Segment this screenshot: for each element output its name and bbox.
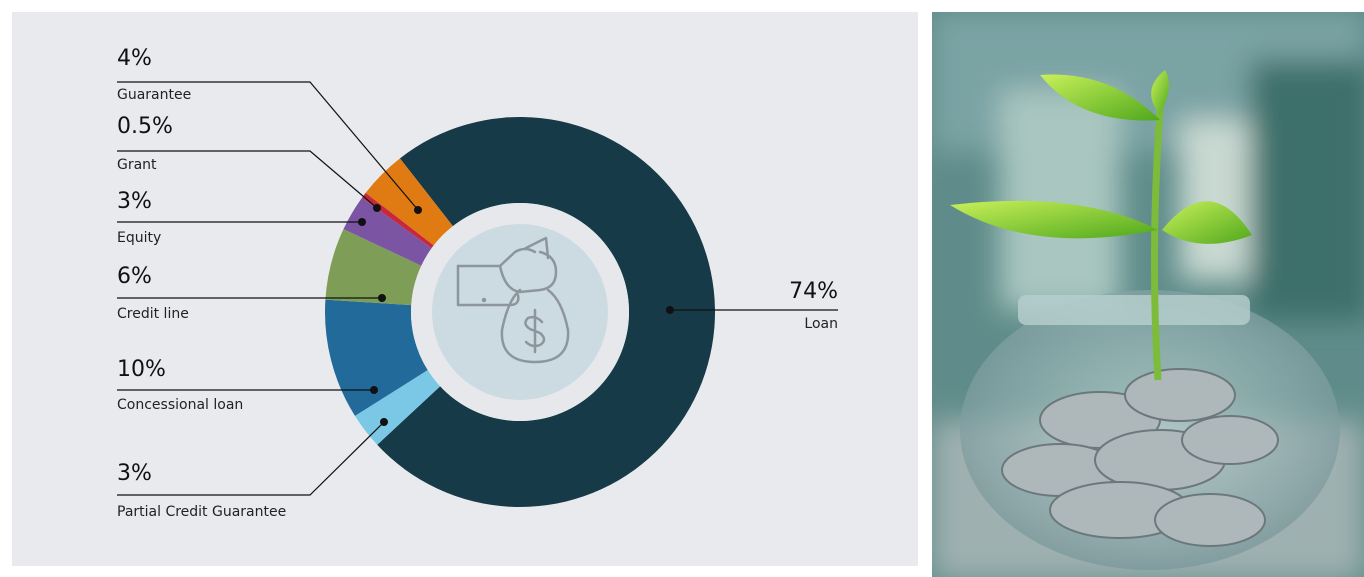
slice — [365, 158, 453, 246]
category-label: Loan — [804, 316, 838, 332]
category-label: Credit line — [117, 306, 189, 322]
leader-line — [117, 150, 378, 209]
value-label: 0.5% — [117, 114, 173, 139]
leader-dot — [370, 386, 378, 394]
slice — [325, 299, 428, 416]
slice — [325, 229, 422, 306]
leader-dot — [378, 294, 386, 302]
leader-line — [117, 81, 419, 211]
photo — [932, 12, 1364, 577]
value-label: 3% — [117, 189, 152, 214]
category-label: Equity — [117, 230, 161, 246]
leader-dot — [358, 218, 366, 226]
leader-dot — [373, 204, 381, 212]
category-label: Grant — [117, 157, 157, 173]
center-icon — [432, 224, 608, 400]
category-label: Partial Credit Guarantee — [117, 504, 286, 520]
leader-dot — [414, 206, 422, 214]
slice — [343, 197, 432, 266]
category-label: Concessional loan — [117, 397, 243, 413]
value-label: 6% — [117, 264, 152, 289]
value-label: 3% — [117, 461, 152, 486]
slice — [354, 370, 441, 445]
value-label: 4% — [117, 46, 152, 71]
leader-line — [117, 421, 385, 496]
value-label: 74% — [789, 279, 838, 304]
slice — [377, 117, 716, 508]
leader-dot — [380, 418, 388, 426]
value-label: 10% — [117, 357, 166, 382]
leader-dot — [666, 306, 674, 314]
category-label: Guarantee — [117, 87, 191, 103]
